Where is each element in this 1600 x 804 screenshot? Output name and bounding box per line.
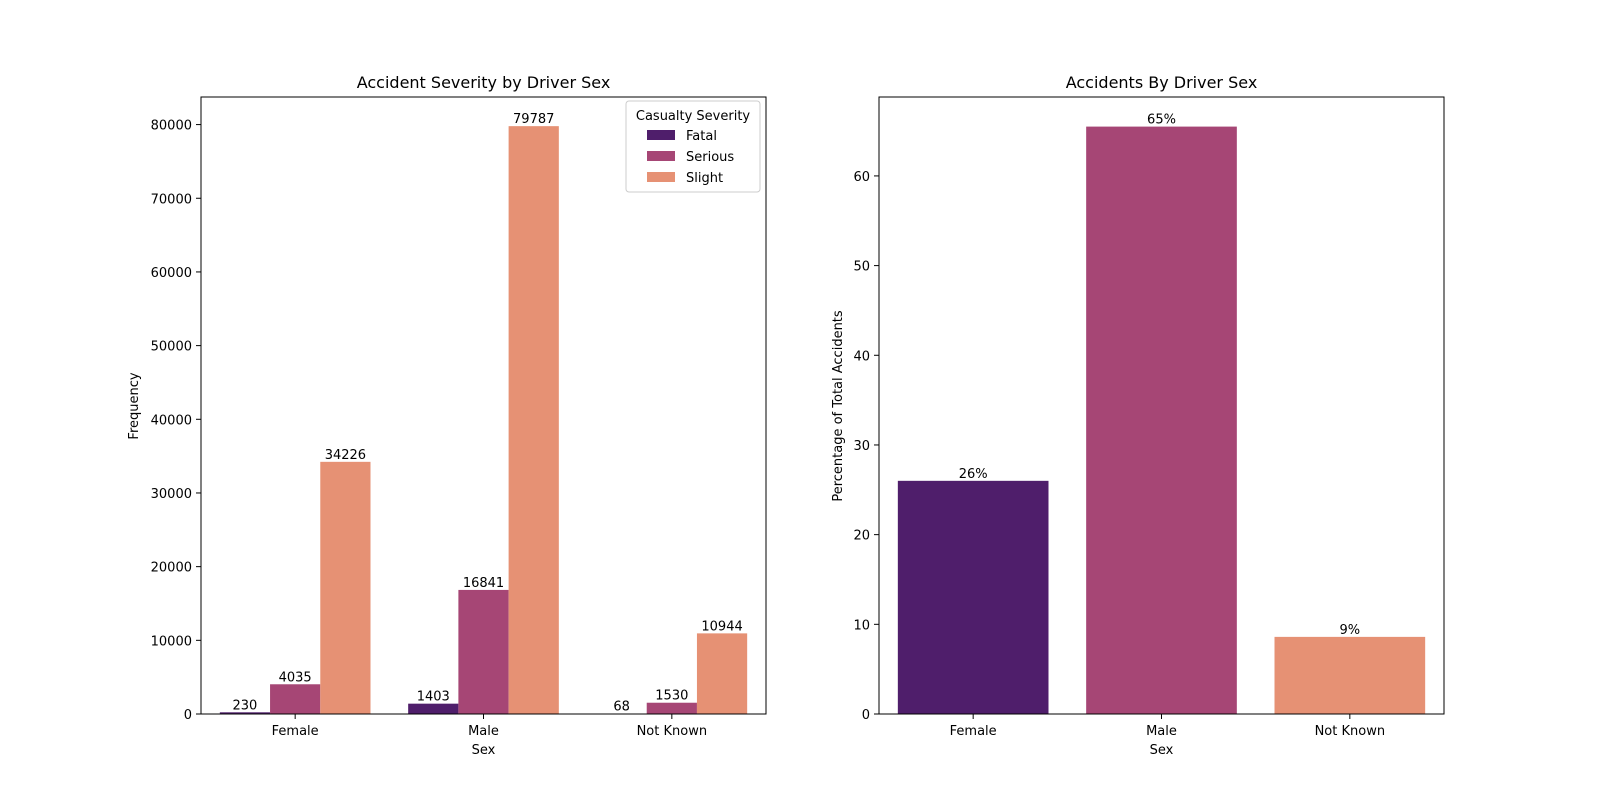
accidents-by-sex-chart: Accidents By Driver Sex 26% 65% 9% 0 10 20 30… [831, 73, 1445, 758]
bar-not-known [1274, 636, 1426, 714]
bar-value-label: 79787 [513, 112, 554, 127]
bar-slight [320, 461, 371, 714]
y-axis-label: Percentage of Total Accidents [831, 310, 846, 502]
plot-frame [878, 96, 1445, 715]
legend: Casualty Severity Fatal Serious Slight [625, 100, 761, 193]
x-tick-label: Male [468, 724, 499, 739]
legend-label: Serious [686, 150, 734, 165]
bar-value-label: 65% [1147, 113, 1176, 128]
bar-value-label: 230 [233, 698, 258, 713]
y-ticks: 0 10000 20000 30000 40000 50000 60000 70000 8000… [151, 119, 201, 723]
y-tick-label: 40 [853, 349, 870, 364]
x-tick-label: Female [950, 724, 997, 739]
bar-serious [270, 684, 321, 714]
y-ticks: 0 10 20 30 40 50 60 [853, 170, 879, 723]
y-tick-label: 30000 [151, 487, 192, 502]
bar-value-label: 68 [613, 699, 630, 714]
bar-fatal [408, 703, 459, 714]
bar-serious [646, 702, 697, 714]
y-tick-label: 10 [853, 618, 870, 633]
x-axis-label: Sex [472, 743, 496, 758]
bars [219, 126, 748, 715]
x-tick-label: Male [1146, 724, 1177, 739]
x-tick-label: Not Known [637, 724, 708, 739]
bar-value-label: 34226 [325, 448, 366, 463]
bar-value-label: 1403 [417, 690, 450, 705]
bar-value-label: 9% [1340, 623, 1361, 638]
severity-by-sex-chart: Accident Severity by Driver Sex 230 1403 6… [127, 73, 767, 758]
bar-value-label: 10944 [701, 619, 742, 634]
legend-label: Fatal [686, 129, 717, 144]
legend-frame [625, 100, 761, 193]
bars [897, 126, 1426, 714]
legend-title: Casualty Severity [636, 109, 751, 124]
bar-value-label: 16841 [463, 576, 504, 591]
y-tick-label: 20 [853, 529, 870, 544]
legend-swatch [647, 172, 675, 182]
y-tick-label: 70000 [151, 192, 192, 207]
plot-frame [200, 96, 767, 715]
x-ticks: Female Male Not Known [950, 714, 1385, 739]
chart-title: Accident Severity by Driver Sex [357, 73, 611, 92]
y-tick-label: 30 [853, 439, 870, 454]
y-tick-label: 10000 [151, 634, 192, 649]
y-tick-label: 80000 [151, 119, 192, 134]
y-tick-label: 60000 [151, 266, 192, 281]
bar-labels: 230 1403 68 4035 16841 1530 34226 79787 10944 [233, 112, 743, 714]
legend-items: Fatal Serious Slight [647, 129, 734, 186]
bar-serious [458, 589, 509, 714]
x-ticks: Female Male Not Known [272, 714, 707, 739]
x-tick-label: Not Known [1315, 724, 1386, 739]
chart-title: Accidents By Driver Sex [1066, 73, 1258, 92]
bar-value-label: 26% [959, 467, 988, 482]
y-tick-label: 50000 [151, 340, 192, 355]
y-tick-label: 0 [862, 708, 870, 723]
y-tick-label: 20000 [151, 561, 192, 576]
legend-label: Slight [686, 171, 723, 186]
bar-slight [696, 633, 748, 714]
bar-labels: 26% 65% 9% [959, 113, 1360, 638]
bar-fatal [219, 712, 271, 714]
legend-swatch [647, 151, 675, 161]
bar-slight [508, 126, 559, 715]
legend-swatch [647, 130, 675, 140]
bar-value-label: 1530 [655, 689, 688, 704]
bar-female [897, 480, 1049, 714]
y-axis-label: Frequency [127, 372, 142, 439]
x-axis-label: Sex [1150, 743, 1174, 758]
bar-male [1086, 126, 1237, 714]
y-tick-label: 60 [853, 170, 870, 185]
y-tick-label: 40000 [151, 413, 192, 428]
y-tick-label: 50 [853, 260, 870, 275]
bar-value-label: 4035 [279, 670, 312, 685]
y-tick-label: 0 [184, 708, 192, 723]
x-tick-label: Female [272, 724, 319, 739]
